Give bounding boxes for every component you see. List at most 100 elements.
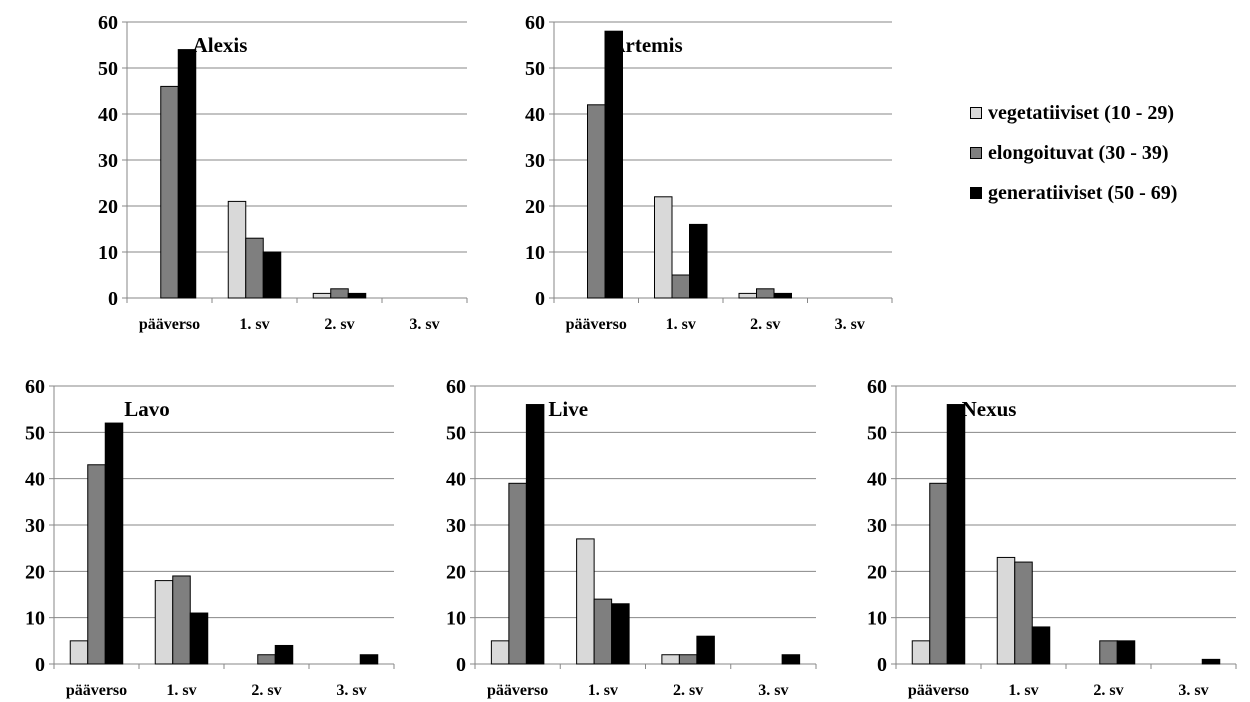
bar-p-verso-3 [104,422,124,665]
legend-item-generatiiviset: generatiiviset (50 - 69) [970,181,1178,204]
legend-label-vegetatiiviset: vegetatiiviset (10 - 29) [988,101,1175,124]
chart-title: Nexus [962,397,1017,421]
bar-2-sv-2 [330,288,349,299]
x-tick-label: 1. sv [166,682,196,699]
y-tick-label: 60 [867,376,887,398]
bar-3-sv-3 [1201,658,1221,665]
x-tick-label: pääverso [487,682,548,699]
y-tick-label: 20 [867,561,887,583]
bar-2-sv-3 [773,292,792,299]
x-tick-label: 1. sv [239,316,269,333]
y-tick-label: 10 [446,608,466,630]
bar-2-sv-2 [678,654,698,665]
y-tick-label: 10 [525,242,545,264]
y-tick-label: 0 [877,654,887,676]
bar-p-verso-2 [587,104,606,299]
x-tick-label: 3. sv [1178,682,1208,699]
bar-p-verso-3 [525,404,545,665]
bar-1-sv-1 [227,200,247,299]
bar-p-verso-1 [911,640,931,665]
bar-2-sv-3 [1116,640,1136,665]
legend-item-vegetatiiviset: vegetatiiviset (10 - 29) [970,101,1177,124]
bar-1-sv-1 [576,538,595,665]
bar-2-sv-1 [312,292,332,299]
y-tick-label: 30 [25,515,45,537]
chart-lavo: 0 10 20 30 40 50 60 pääverso 1. sv 2. sv 3. sv Lavo [25,376,395,699]
bar-p-verso-2 [87,464,106,665]
y-tick-label: 30 [867,515,887,537]
bar-2-sv-2 [1099,640,1118,665]
bar-p-verso-2 [508,482,527,665]
legend-label-generatiiviset: generatiiviset (50 - 69) [988,181,1178,204]
bar-p-verso-3 [946,404,966,665]
bar-1-sv-1 [154,580,174,665]
y-tick-label: 0 [35,654,45,676]
chart-artemis: 0 10 20 30 40 50 60 pääverso 1. sv 2. sv 3. sv Arte… [525,12,893,333]
chart-title: Lavo [124,397,170,421]
x-tick-label: 2. sv [1093,682,1123,699]
bar-1-sv-2 [1014,561,1033,665]
x-tick-label: pääverso [139,316,200,333]
bar-p-verso-2 [160,85,179,299]
legend-swatch-vegetatiiviset [970,107,982,119]
bar-2-sv-3 [696,635,715,665]
chart-live: 0 10 20 30 40 50 60 pääverso 1. sv 2. sv 3. sv Live [446,376,817,699]
x-tick-label: 3. sv [336,682,366,699]
y-tick-label: 20 [98,196,118,218]
chart-alexis: 0 10 20 30 40 50 60 pääverso 1. sv 2. sv 3. sv Alex… [98,12,468,333]
bar-2-sv-3 [347,292,367,299]
x-tick-label: pääverso [66,682,127,699]
y-tick-label: 50 [525,58,545,80]
y-tick-label: 50 [98,58,118,80]
legend-label-elongoituvat: elongoituvat (30 - 39) [988,141,1169,164]
y-tick-label: 50 [446,422,466,444]
x-tick-label: pääverso [566,316,627,333]
x-tick-label: 3. sv [758,682,788,699]
bar-p-verso-1 [490,640,510,665]
bar-p-verso-3 [177,49,197,299]
x-tick-label: 2. sv [750,316,780,333]
x-tick-label: 1. sv [666,316,696,333]
y-tick-label: 60 [525,12,545,34]
y-tick-label: 60 [98,12,118,34]
y-tick-label: 0 [456,654,466,676]
y-tick-label: 40 [25,469,45,491]
x-tick-label: 3. sv [835,316,865,333]
bar-p-verso-3 [604,30,623,299]
bar-1-sv-2 [172,575,191,665]
y-tick-label: 30 [98,150,118,172]
chart-nexus: 0 10 20 30 40 50 60 pääverso 1. sv 2. sv 3. sv Nexu… [867,376,1237,699]
y-tick-label: 40 [98,104,118,126]
y-tick-label: 10 [867,608,887,630]
y-tick-label: 20 [525,196,545,218]
y-tick-label: 60 [446,376,466,398]
bar-1-sv-1 [654,196,673,299]
y-tick-label: 50 [25,422,45,444]
y-tick-label: 30 [525,150,545,172]
bar-p-verso-2 [929,482,948,665]
y-tick-label: 20 [25,561,45,583]
bar-2-sv-1 [661,654,680,665]
bar-2-sv-1 [738,292,757,299]
bar-1-sv-3 [689,223,708,299]
bar-1-sv-3 [262,251,282,299]
bar-3-sv-3 [781,654,801,665]
y-tick-label: 10 [25,608,45,630]
chart-title: Live [548,397,588,421]
x-tick-label: 3. sv [409,316,439,333]
bar-2-sv-3 [274,644,294,665]
y-tick-label: 20 [446,561,466,583]
legend-swatch-generatiiviset [970,187,982,199]
y-tick-label: 10 [98,242,118,264]
bar-2-sv-2 [257,654,276,665]
bar-1-sv-3 [189,612,209,665]
y-tick-label: 40 [867,469,887,491]
legend-swatch-elongoituvat [970,147,982,159]
legend-item-elongoituvat: elongoituvat (30 - 39) [970,141,1177,164]
bar-3-sv-3 [359,654,379,665]
x-tick-label: 1. sv [1008,682,1038,699]
y-tick-label: 40 [525,104,545,126]
bar-1-sv-3 [611,603,630,665]
x-tick-label: 2. sv [324,316,354,333]
